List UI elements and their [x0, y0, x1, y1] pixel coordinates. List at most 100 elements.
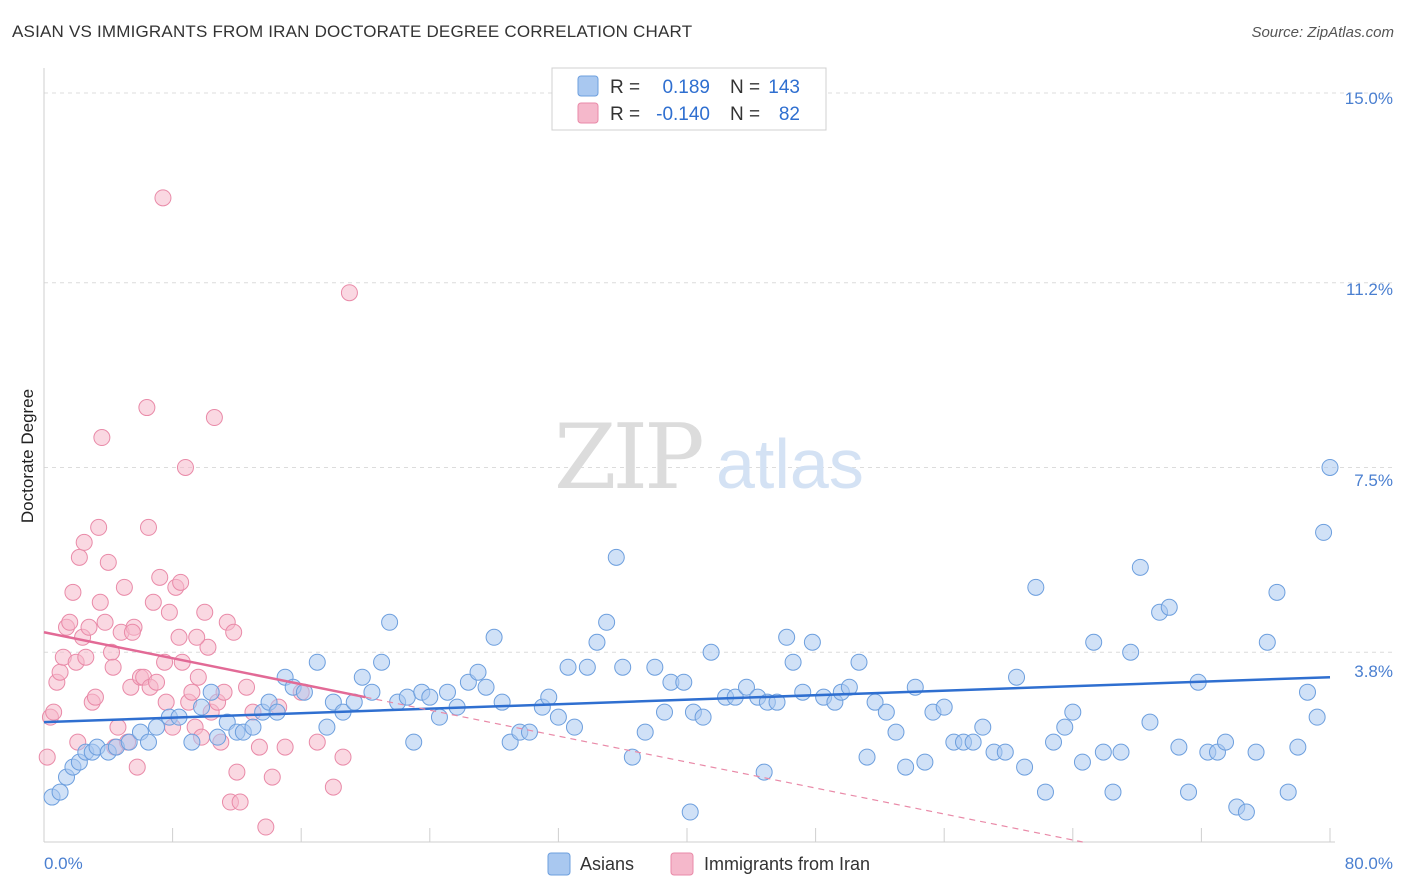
asian-point [1122, 643, 1140, 661]
asian-point [598, 613, 616, 631]
asian-point [588, 633, 606, 651]
iran-point [160, 603, 178, 621]
iran-point [139, 518, 157, 536]
asian-point [1160, 598, 1178, 616]
watermark: ZIP atlas [554, 405, 864, 510]
iran-point [231, 793, 249, 811]
asian-point [381, 613, 399, 631]
asian-point [1085, 633, 1103, 651]
asian-point [784, 653, 802, 671]
asian-point [193, 698, 211, 716]
asian-point [565, 718, 583, 736]
asian-point [1289, 738, 1307, 756]
asian-point [646, 658, 664, 676]
iran-point [199, 638, 217, 656]
iran-point [238, 678, 256, 696]
asian-point [1237, 803, 1255, 821]
asian-point [974, 718, 992, 736]
asian-point [308, 653, 326, 671]
bottom-legend: Asians Immigrants from Iran [547, 852, 870, 876]
iran-point [75, 533, 93, 551]
iran-point [183, 683, 201, 701]
iran-point [148, 673, 166, 691]
iran-point [96, 613, 114, 631]
iran-point [91, 593, 109, 611]
asian-point [964, 733, 982, 751]
asian-point [1180, 783, 1198, 801]
asian-point [1027, 578, 1045, 596]
bottom-legend-asians: Asians [580, 854, 634, 874]
asian-point [1247, 743, 1265, 761]
asian-point [363, 683, 381, 701]
series-asians [43, 458, 1339, 821]
asian-point [1104, 783, 1122, 801]
y-tick-label: 11.2% [1346, 280, 1393, 299]
iran-point [324, 778, 342, 796]
x-tick-label-min: 0.0% [44, 854, 83, 873]
asian-point [139, 733, 157, 751]
iran-point [90, 518, 108, 536]
asian-point [1170, 738, 1188, 756]
iran-point [188, 628, 206, 646]
asian-point [858, 748, 876, 766]
asian-point [935, 698, 953, 716]
asian-point [540, 688, 558, 706]
iran-point [51, 663, 69, 681]
asian-point [675, 673, 693, 691]
asian-point [318, 718, 336, 736]
iran-point [196, 603, 214, 621]
bottom-legend-swatch-asians [547, 852, 571, 876]
asian-point [202, 683, 220, 701]
asian-point [1094, 743, 1112, 761]
legend-n-label-2: N = [730, 104, 760, 125]
asian-point [559, 658, 577, 676]
x-tick-marks [172, 828, 1331, 842]
asian-point [1298, 683, 1316, 701]
asian-point [737, 678, 755, 696]
asian-point [850, 653, 868, 671]
asian-point [120, 733, 138, 751]
asian-point [405, 733, 423, 751]
asian-point [1279, 783, 1297, 801]
asian-point [916, 753, 934, 771]
asian-point [183, 733, 201, 751]
legend-swatch-iran [577, 102, 599, 124]
trend-lines [43, 631, 1331, 843]
y-tick-label: 3.8% [1354, 662, 1393, 681]
asian-point [1258, 633, 1276, 651]
asian-point [778, 628, 796, 646]
asian-point [485, 628, 503, 646]
iran-point [257, 818, 275, 836]
asian-point [268, 703, 286, 721]
asian-point [794, 683, 812, 701]
y-tick-label: 7.5% [1354, 471, 1393, 490]
asian-point [1112, 743, 1130, 761]
iran-point [205, 409, 223, 427]
asian-point [1268, 583, 1286, 601]
asian-point [520, 723, 538, 741]
iran-point [104, 658, 122, 676]
asian-point [469, 663, 487, 681]
asian-point [1064, 703, 1082, 721]
asian-point [614, 658, 632, 676]
asian-point [244, 718, 262, 736]
legend-n-value-1: 143 [768, 77, 800, 98]
asian-point [897, 758, 915, 776]
asian-point [694, 708, 712, 726]
iran-point [176, 458, 194, 476]
asian-point [1008, 668, 1026, 686]
x-tick-label-max: 80.0% [1345, 854, 1393, 873]
bottom-legend-swatch-iran [670, 852, 694, 876]
asian-point [398, 688, 416, 706]
y-tick-label: 15.0% [1345, 89, 1393, 108]
iran-point [144, 593, 162, 611]
source-label: Source: ZipAtlas.com [1251, 24, 1394, 41]
asian-point [549, 708, 567, 726]
asian-point [996, 743, 1014, 761]
iran-point [128, 758, 146, 776]
iran-point [86, 688, 104, 706]
iran-point [151, 568, 169, 586]
iran-point [172, 573, 190, 591]
asian-point [1131, 558, 1149, 576]
